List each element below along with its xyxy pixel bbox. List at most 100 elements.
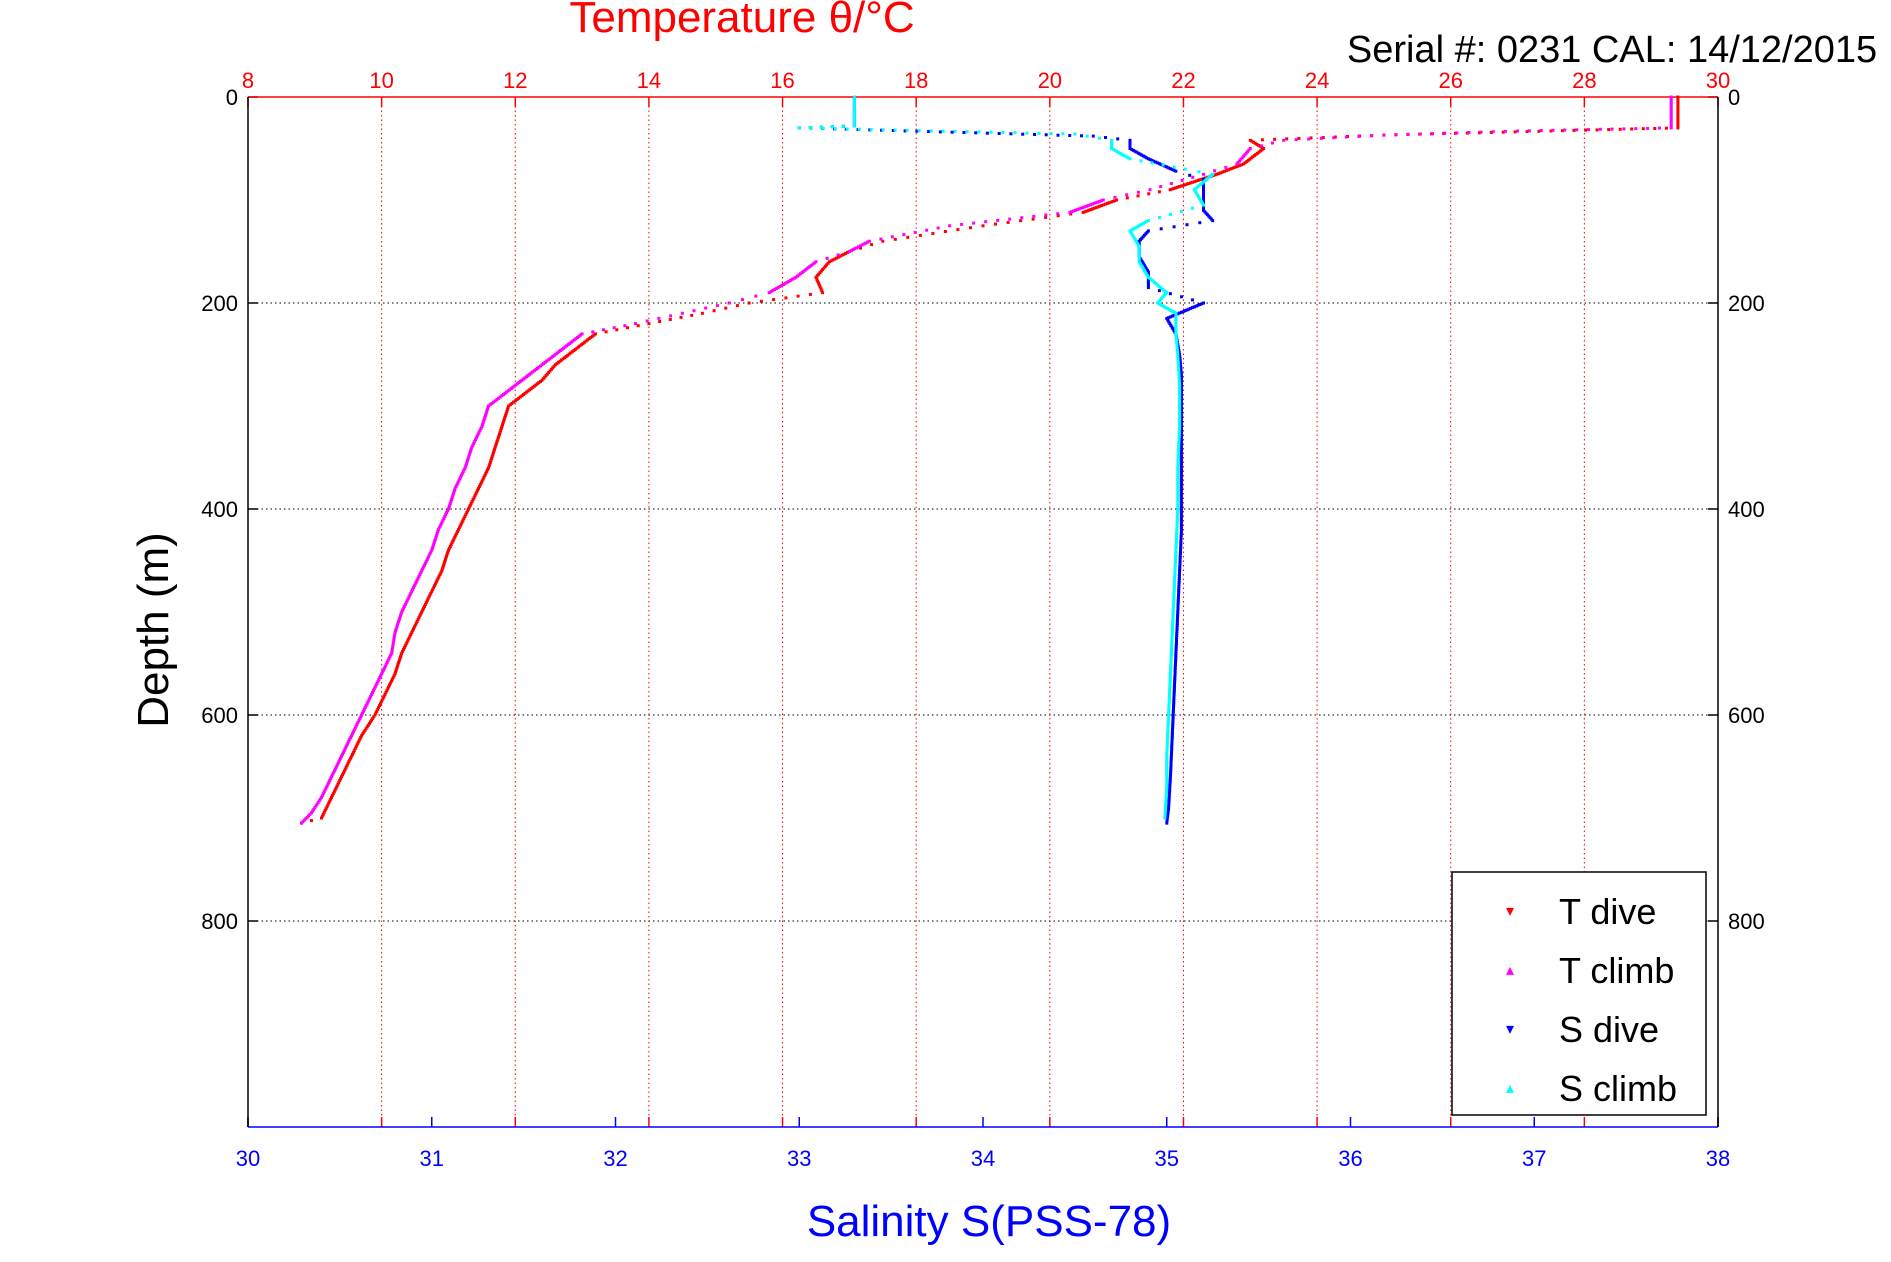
data-point-t-climb xyxy=(423,563,426,567)
data-point-s-climb xyxy=(1174,320,1178,323)
data-point-s-dive xyxy=(1179,518,1183,522)
data-point-t-climb xyxy=(331,771,335,775)
data-point-s-dive xyxy=(1174,655,1178,659)
data-point-s-climb xyxy=(1178,391,1182,395)
data-point-t-dive xyxy=(425,599,429,603)
data-point-t-dive xyxy=(467,505,471,509)
data-point-t-climb xyxy=(442,516,446,520)
data-point-t-climb xyxy=(490,401,494,405)
data-point-s-climb xyxy=(1178,425,1182,429)
data-point-s-dive xyxy=(1202,183,1205,187)
data-point-t-dive xyxy=(1232,166,1236,170)
data-point-s-dive xyxy=(1176,596,1180,600)
data-point-t-dive xyxy=(324,807,328,811)
data-point-t-climb xyxy=(374,683,378,687)
data-point-s-dive xyxy=(1169,771,1173,775)
data-point-t-dive xyxy=(1584,128,1588,132)
data-point-t-dive xyxy=(339,777,343,781)
data-point-s-dive xyxy=(1175,639,1178,643)
data-point-s-dive xyxy=(1179,514,1183,518)
data-point-s-climb xyxy=(1174,330,1178,334)
data-point-t-dive xyxy=(433,584,436,588)
data-point-t-dive xyxy=(325,805,329,809)
data-point-t-climb xyxy=(862,242,866,246)
data-point-t-climb xyxy=(811,262,815,266)
depth-tick-label-right: 200 xyxy=(1728,291,1765,316)
data-point-t-dive xyxy=(1252,154,1256,158)
data-point-s-dive xyxy=(1152,159,1156,163)
data-point-t-climb xyxy=(794,275,798,279)
data-point-s-dive xyxy=(1179,453,1183,457)
data-point-t-dive xyxy=(1321,136,1325,139)
data-point-s-climb xyxy=(1175,521,1179,525)
data-point-s-dive xyxy=(1154,160,1158,164)
data-point-s-dive xyxy=(1179,398,1183,402)
data-point-t-dive xyxy=(402,648,405,651)
data-point-t-climb xyxy=(358,717,362,721)
temperature-axis-title: Temperature θ/°C xyxy=(569,0,914,42)
data-point-s-climb xyxy=(1138,262,1142,265)
data-point-t-dive xyxy=(747,301,751,305)
data-point-t-climb xyxy=(565,344,569,348)
data-point-t-climb xyxy=(313,806,317,810)
data-point-t-climb xyxy=(398,616,402,620)
data-point-s-climb xyxy=(1132,236,1136,240)
data-point-t-dive xyxy=(525,390,529,394)
data-point-t-dive xyxy=(906,235,910,239)
data-point-t-climb xyxy=(1020,216,1024,220)
data-point-s-dive xyxy=(1177,573,1181,577)
data-point-t-climb xyxy=(405,599,409,603)
data-point-t-climb xyxy=(443,515,447,518)
data-point-t-climb xyxy=(539,364,542,368)
data-point-s-dive xyxy=(1168,785,1172,789)
data-point-s-climb xyxy=(1171,621,1175,625)
data-point-t-dive xyxy=(564,355,568,358)
data-point-t-climb xyxy=(446,509,449,513)
data-point-s-dive xyxy=(1179,481,1183,484)
data-point-s-climb xyxy=(1176,507,1180,511)
data-point-t-climb xyxy=(348,737,352,741)
data-point-t-climb xyxy=(1598,127,1602,131)
data-point-s-dive xyxy=(1202,189,1205,193)
data-point-s-dive xyxy=(1172,168,1176,172)
data-point-t-climb xyxy=(546,358,550,362)
data-point-t-climb xyxy=(535,366,539,370)
data-point-t-dive xyxy=(505,410,509,414)
data-point-t-dive xyxy=(1228,167,1232,171)
data-point-s-dive xyxy=(1174,647,1178,651)
data-point-s-climb xyxy=(1169,670,1172,674)
data-point-s-dive xyxy=(1169,769,1173,773)
data-point-s-climb xyxy=(1168,690,1172,693)
data-point-s-climb xyxy=(1159,303,1163,307)
data-point-s-climb xyxy=(819,125,823,129)
data-point-s-climb xyxy=(1165,785,1169,789)
data-point-t-climb xyxy=(774,287,778,291)
data-point-t-climb xyxy=(1563,128,1567,132)
data-point-s-climb xyxy=(1129,231,1133,235)
data-point-t-climb xyxy=(1344,135,1348,139)
data-point-t-climb xyxy=(406,597,410,601)
data-point-t-dive xyxy=(380,698,384,702)
data-point-t-climb xyxy=(385,661,389,665)
data-point-s-climb xyxy=(1169,668,1173,672)
data-point-t-climb xyxy=(1090,202,1094,206)
data-point-t-dive xyxy=(759,299,763,303)
data-point-s-dive xyxy=(1167,802,1171,806)
data-point-t-dive xyxy=(470,500,474,503)
data-point-s-climb xyxy=(1164,806,1167,810)
data-point-s-dive xyxy=(1179,379,1183,383)
data-point-t-climb xyxy=(1169,182,1173,185)
data-point-s-climb xyxy=(1166,717,1170,721)
data-point-s-climb xyxy=(1161,163,1165,167)
data-point-t-climb xyxy=(492,400,496,404)
data-point-t-climb xyxy=(356,721,360,724)
data-point-t-climb xyxy=(488,403,492,407)
data-point-t-climb xyxy=(396,621,400,625)
data-point-t-climb xyxy=(324,786,328,790)
data-point-t-climb xyxy=(532,369,536,373)
data-point-s-dive xyxy=(1168,292,1172,296)
data-point-t-climb xyxy=(425,558,429,562)
data-point-s-dive xyxy=(1166,810,1170,814)
data-point-s-dive xyxy=(1175,638,1178,641)
data-point-s-climb xyxy=(1177,365,1180,369)
